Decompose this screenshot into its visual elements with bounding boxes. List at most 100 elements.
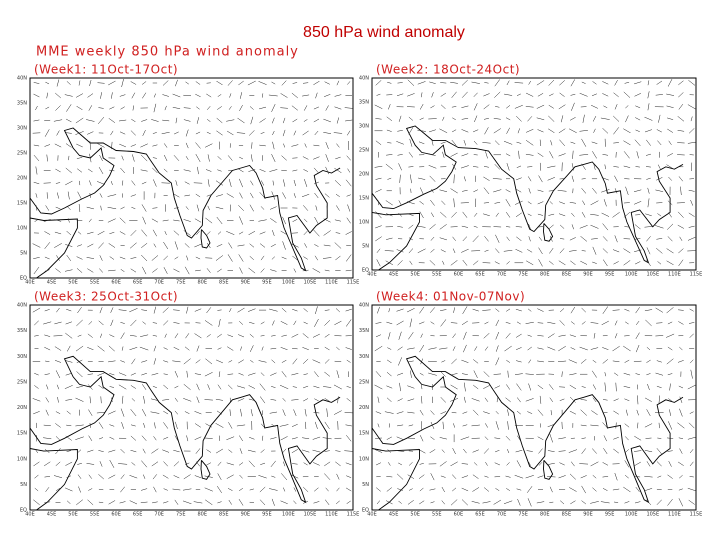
lat-label: 10N [17, 226, 27, 232]
lat-label: EQ [362, 268, 369, 274]
lon-label: 95E [262, 512, 272, 518]
lon-label: 40E [25, 512, 35, 518]
coastline [543, 223, 554, 242]
wind-vectors [32, 78, 353, 275]
lon-label: 110E [668, 512, 681, 518]
lon-label: 115E [347, 512, 360, 518]
lat-label: 40N [359, 76, 369, 82]
lon-label: 80E [540, 272, 550, 278]
lat-label: 10N [359, 456, 369, 462]
lon-label: 75E [176, 280, 186, 286]
lon-label: 65E [475, 512, 485, 518]
coastline [200, 460, 211, 480]
lat-label: 35N [17, 328, 27, 334]
lon-label: 45E [389, 272, 399, 278]
lon-label: 90E [583, 272, 593, 278]
lon-label: 90E [241, 512, 251, 518]
lon-label: 105E [646, 272, 659, 278]
lat-label: 5N [362, 482, 369, 488]
wind-vectors [374, 78, 697, 267]
figure-title: 850 hPa wind anomaly [303, 24, 465, 41]
coastline [492, 156, 684, 264]
lon-label: 60E [111, 280, 121, 286]
lon-label: 45E [47, 512, 57, 518]
lon-label: 70E [154, 280, 164, 286]
lon-label: 90E [583, 512, 593, 518]
lon-label: 50E [410, 272, 420, 278]
lon-label: 105E [304, 280, 317, 286]
lon-label: 50E [68, 512, 78, 518]
lat-label: 5N [362, 244, 369, 250]
lon-label: 55E [432, 272, 442, 278]
lat-label: 15N [359, 196, 369, 202]
coastline [543, 460, 554, 480]
lon-label: 45E [47, 280, 57, 286]
lon-label: 50E [410, 512, 420, 518]
lon-label: 105E [646, 512, 659, 518]
map-panel: (Week3: 25Oct-31Oct) 40N 35N 30N 25N 20N 15N 10… [17, 290, 359, 518]
lon-label: 95E [605, 272, 615, 278]
lon-label: 85E [219, 512, 229, 518]
lat-label: 15N [359, 431, 369, 437]
lon-label: 55E [90, 280, 100, 286]
coastline [29, 127, 151, 215]
lon-label: 70E [154, 512, 164, 518]
lat-label: 25N [17, 151, 27, 157]
coastline [492, 389, 684, 504]
lon-label: 45E [389, 512, 399, 518]
lon-label: 85E [219, 280, 229, 286]
lat-label: 30N [359, 354, 369, 360]
panel-label: (Week4: 01Nov-07Nov) [376, 290, 525, 304]
lon-label: 65E [475, 272, 485, 278]
lon-label: 60E [454, 272, 464, 278]
figure-subtitle: MME weekly 850 hPa wind anomaly [36, 45, 299, 60]
map-panel: (Week1: 11Oct-17Oct) 40N 35N 30N 25N 20N 15N 10… [17, 63, 359, 286]
lat-label: 15N [17, 431, 27, 437]
lat-label: 35N [17, 101, 27, 107]
lat-label: 40N [17, 303, 27, 309]
lat-label: 40N [17, 76, 27, 82]
lon-label: 110E [668, 272, 681, 278]
lat-label: 25N [17, 379, 27, 385]
lat-label: 10N [359, 220, 369, 226]
lon-label: 75E [176, 512, 186, 518]
panel-frame [371, 304, 697, 511]
lon-label: 100E [625, 272, 638, 278]
coastline [371, 125, 494, 210]
lon-label: 115E [690, 512, 703, 518]
lat-label: EQ [20, 508, 27, 514]
lat-label: 20N [17, 405, 27, 411]
lon-label: 55E [432, 512, 442, 518]
lat-label: EQ [362, 508, 369, 514]
lon-label: 60E [111, 512, 121, 518]
panel-frame [29, 304, 354, 511]
lon-label: 80E [198, 512, 208, 518]
coastline [29, 355, 151, 445]
lon-label: 90E [241, 280, 251, 286]
lat-label: 20N [359, 405, 369, 411]
lon-label: 85E [562, 512, 572, 518]
lon-label: 40E [367, 272, 377, 278]
panel-label: (Week3: 25Oct-31Oct) [34, 290, 178, 304]
lat-label: 25N [359, 379, 369, 385]
map-panel: (Week4: 01Nov-07Nov) 40N 35N 30N 25N 20N 15N 10… [359, 290, 702, 518]
lat-label: 5N [20, 251, 27, 257]
panel-frame [371, 77, 697, 271]
coastline [150, 160, 341, 272]
lon-label: 55E [90, 512, 100, 518]
lon-label: 80E [198, 280, 208, 286]
lat-label: 30N [17, 354, 27, 360]
lat-label: 20N [359, 172, 369, 178]
lon-label: 70E [497, 512, 507, 518]
lon-label: 60E [454, 512, 464, 518]
lat-label: 40N [359, 303, 369, 309]
lat-label: 15N [17, 201, 27, 207]
lat-label: EQ [20, 276, 27, 282]
map-panel: (Week2: 18Oct-24Oct) 40N 35N 30N 25N 20N 15N 10… [359, 63, 702, 278]
lon-label: 40E [367, 512, 377, 518]
wind-vectors [32, 306, 354, 506]
lon-label: 75E [518, 272, 528, 278]
lon-label: 40E [25, 280, 35, 286]
lon-label: 85E [562, 272, 572, 278]
